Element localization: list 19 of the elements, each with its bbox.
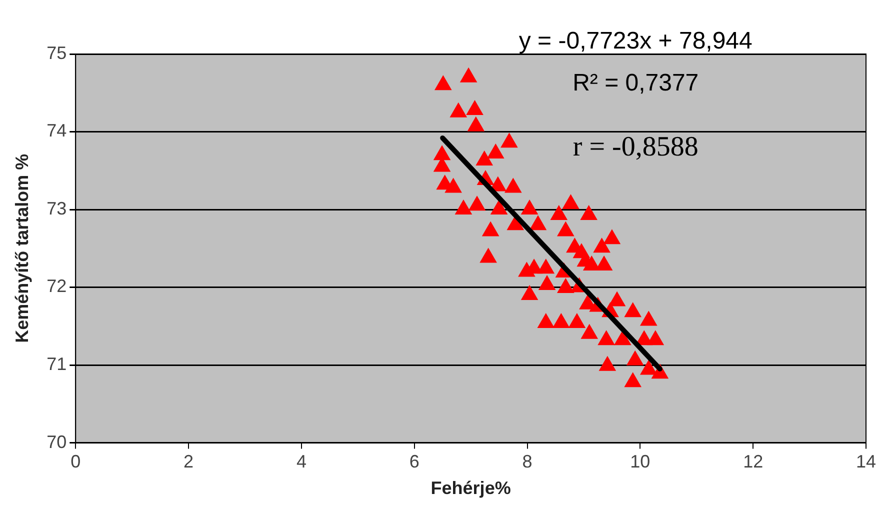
y-tick-label: 75 <box>46 42 67 63</box>
x-tick-label: 6 <box>409 452 420 472</box>
y-tick-label: 72 <box>46 276 67 296</box>
annotation: y = -0,7723x + 78,944 <box>518 28 752 55</box>
x-tick-label: 2 <box>184 452 194 472</box>
y-axis-title: Keményítő tartalom % <box>12 154 32 343</box>
x-tick-label: 12 <box>743 452 764 472</box>
x-tick-label: 14 <box>856 452 876 472</box>
y-tick-label: 73 <box>46 198 67 218</box>
y-tick-label: 71 <box>46 354 67 374</box>
x-tick-label: 4 <box>296 452 306 472</box>
y-tick-label: 74 <box>46 120 67 141</box>
x-tick-label: 8 <box>522 452 532 472</box>
x-tick-label: 0 <box>70 452 81 472</box>
y-tick-label: 70 <box>46 432 67 452</box>
x-axis-title: Fehérje% <box>430 478 511 498</box>
annotation: r = -0,8588 <box>572 131 698 162</box>
annotation: R² = 0,7377 <box>572 70 699 97</box>
x-tick-label: 10 <box>630 452 650 472</box>
